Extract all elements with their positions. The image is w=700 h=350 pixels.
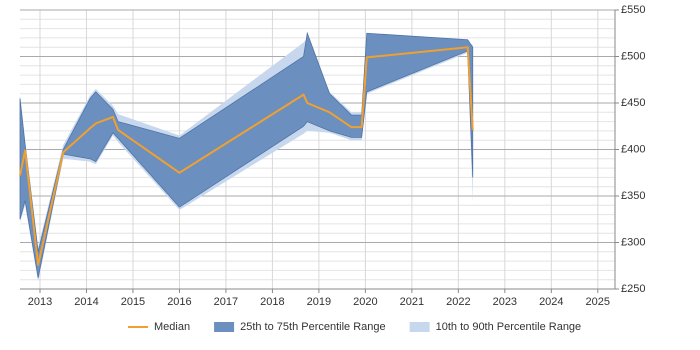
percentile-band [19,31,474,278]
x-tick-label: 2021 [400,296,424,308]
x-tick-label: 2023 [493,296,517,308]
y-tick-label: £300 [621,236,645,248]
legend-label: 10th to 90th Percentile Range [436,321,582,333]
legend-swatch [214,322,235,332]
x-tick-label: 2025 [586,296,610,308]
x-tick-label: 2017 [214,296,238,308]
legend-label: 25th to 75th Percentile Range [240,321,386,333]
x-tick-label: 2013 [28,296,52,308]
y-tick-label: £250 [621,283,645,295]
y-tick-label: £450 [621,97,645,109]
x-tick-label: 2019 [307,296,331,308]
x-tick-label: 2020 [353,296,377,308]
y-tick-label: £400 [621,143,645,155]
y-tick-label: £350 [621,190,645,202]
y-tick-label: £550 [621,4,645,16]
legend-label: Median [154,321,190,333]
legend-swatch [409,322,430,332]
median-line [19,46,474,266]
y-tick-label: £500 [621,50,645,62]
x-tick-label: 2016 [167,296,191,308]
x-tick-label: 2018 [260,296,284,308]
x-tick-label: 2024 [539,296,563,308]
x-tick-label: 2015 [121,296,145,308]
x-tick-label: 2022 [446,296,470,308]
x-tick-label: 2014 [74,296,98,308]
